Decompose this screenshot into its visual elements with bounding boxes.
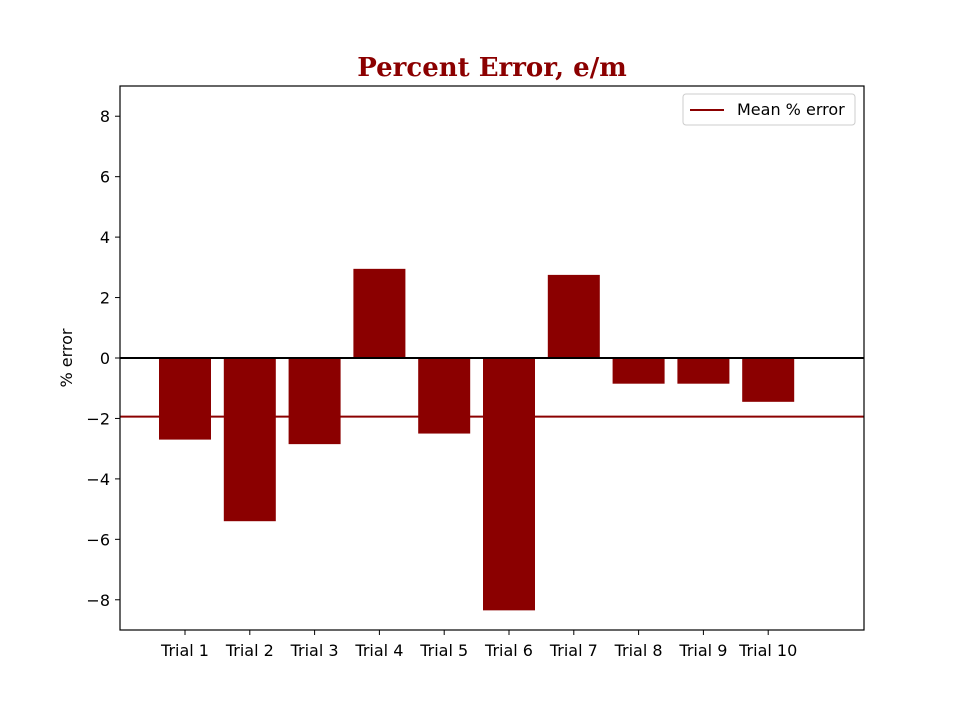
x-tick-label: Trial 4 [354,641,403,660]
y-tick-label: −6 [86,530,110,549]
bar-trial-6 [483,358,535,611]
bar-trial-5 [418,358,471,434]
bar-trial-3 [288,358,341,445]
x-tick-label: Trial 2 [225,641,274,660]
y-tick-label: 4 [100,228,110,247]
x-tick-label: Trial 7 [549,641,598,660]
bar-trial-9 [677,358,730,384]
legend-label-mean-error: Mean % error [737,100,845,119]
bar-trial-1 [159,358,211,440]
x-tick-label: Trial 9 [678,641,727,660]
bar-trial-4 [353,268,406,358]
chart-title: Percent Error, e/m [357,53,626,83]
x-tick-label: Trial 5 [419,641,468,660]
y-tick-label: 2 [100,289,110,308]
x-tick-label: Trial 8 [614,641,663,660]
y-axis-ticks: −8 −6 −4 −2 0 2 4 6 8 [86,107,120,610]
legend-box [682,93,856,126]
bar-trial-7 [547,274,600,358]
x-tick-label: Trial 3 [290,641,339,660]
bar-trial-8 [612,358,665,384]
bar-trial-10 [742,358,795,402]
legend: Mean % error [682,93,856,126]
bar-trial-2 [223,358,276,522]
x-tick-label: Trial 6 [484,641,533,660]
x-tick-label: Trial 1 [160,641,209,660]
bars-layer [159,268,795,611]
y-tick-label: −4 [86,470,110,489]
y-tick-label: 6 [100,168,110,187]
x-axis-ticks: Trial 1 Trial 2 Trial 3 Trial 4 Trial 5 Trial… [160,630,797,660]
y-axis-label: % error [57,328,76,387]
y-tick-label: 8 [100,107,110,126]
y-tick-label: 0 [100,349,110,368]
y-tick-label: −8 [86,591,110,610]
y-tick-label: −2 [86,409,110,428]
x-tick-label: Trial 10 [738,641,797,660]
